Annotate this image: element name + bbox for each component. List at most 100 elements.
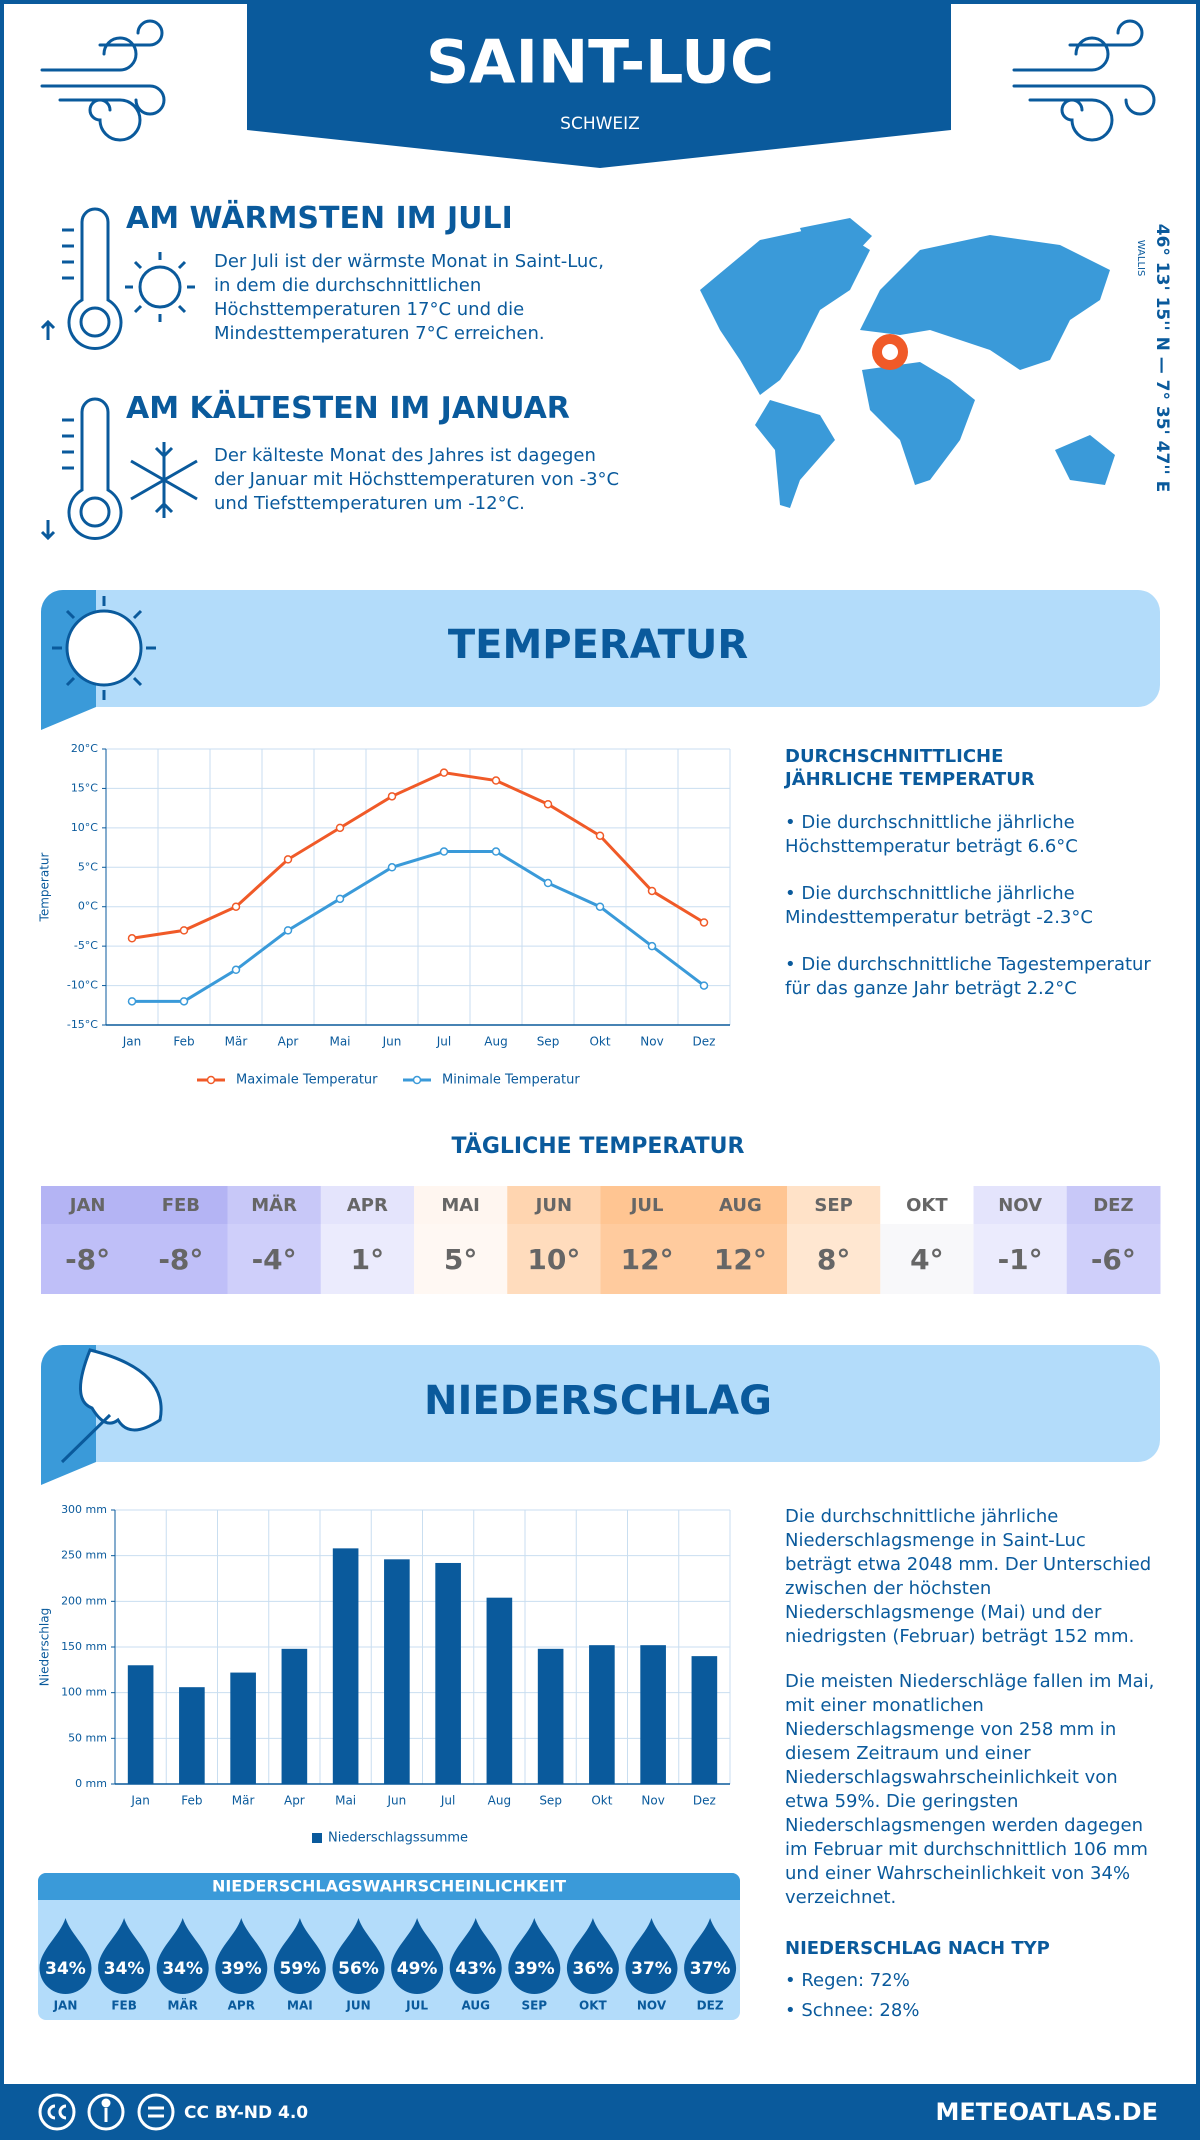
- rain-drop: [39, 1918, 92, 1995]
- bar: [537, 1648, 564, 1784]
- data-point: [231, 965, 241, 975]
- y-tick-label: 150 mm: [61, 1640, 107, 1653]
- value-cell: [1066, 1224, 1161, 1294]
- coordinates: 46° 13' 15'' N — 7° 35' 47'' E: [1152, 224, 1172, 493]
- data-point: [595, 831, 605, 840]
- bar: [589, 1645, 615, 1784]
- section-title: NIEDERSCHLAG: [424, 1378, 772, 1424]
- data-point: [127, 934, 137, 943]
- rain-drop: [332, 1918, 385, 1995]
- probability-month: OKT: [579, 1999, 608, 2013]
- wind-icon: [40, 19, 166, 142]
- daily-value: 12°: [621, 1243, 674, 1276]
- bar: [486, 1597, 513, 1784]
- rain-drop: [98, 1918, 151, 1994]
- warmest-title: AM WÄRMSTEN IM JULI: [126, 201, 513, 236]
- rain-drop: [508, 1918, 561, 1995]
- month-label: OKT: [906, 1195, 948, 1216]
- data-point: [179, 997, 189, 1006]
- probability-month: JAN: [53, 1999, 78, 2013]
- bar: [640, 1645, 666, 1784]
- x-tick-label: Mär: [232, 1794, 255, 1808]
- y-tick-label: 15°C: [71, 781, 98, 794]
- type-title: NIEDERSCHLAG NACH TYP: [785, 1938, 1050, 1959]
- sun-icon: [52, 596, 156, 700]
- rain-drop: [273, 1918, 326, 1995]
- data-point: [439, 847, 449, 856]
- probability-month: JUL: [405, 1999, 428, 2013]
- data-point: [335, 894, 345, 904]
- precipitation-banner: [41, 1345, 1160, 1462]
- probability-month: DEZ: [697, 1999, 724, 2013]
- probability-box: [38, 1873, 740, 2020]
- month-label: MÄR: [251, 1194, 297, 1216]
- month-header-cell: [41, 1186, 135, 1224]
- summary-item: • Die durchschnittliche jährliche Höchst…: [785, 812, 1078, 857]
- bar: [332, 1548, 359, 1784]
- coldest-text: Der kälteste Monat des Jahres ist dagege…: [214, 445, 620, 514]
- probability-month: AUG: [461, 1999, 490, 2013]
- month-header-cell: [1066, 1186, 1161, 1224]
- value-cell: [880, 1224, 974, 1294]
- bar: [281, 1648, 308, 1784]
- month-label: AUG: [719, 1195, 762, 1216]
- x-tick-label: Sep: [539, 1794, 562, 1808]
- rain-drop: [684, 1918, 737, 1995]
- x-tick-label: Okt: [589, 1035, 610, 1049]
- summary-item: • Die durchschnittliche jährliche Mindes…: [785, 883, 1093, 928]
- y-tick-label: 100 mm: [61, 1686, 107, 1699]
- data-point: [179, 926, 189, 935]
- type-item: • Schnee: 28%: [785, 2000, 920, 2021]
- y-tick-label: 0°C: [78, 900, 98, 913]
- rain-drop: [625, 1918, 678, 1995]
- value-cell: [320, 1224, 415, 1294]
- probability-month: JUN: [345, 1999, 370, 2013]
- type-item: • Regen: 72%: [785, 1970, 910, 1991]
- x-tick-label: Mai: [335, 1794, 356, 1808]
- month-label: DEZ: [1093, 1195, 1133, 1216]
- data-point: [387, 792, 397, 801]
- daily-value: 1°: [351, 1243, 384, 1276]
- month-header-cell: [320, 1186, 415, 1224]
- daily-value: 5°: [444, 1243, 477, 1276]
- legend-label: Maximale Temperatur: [236, 1073, 378, 1088]
- month-label: APR: [347, 1195, 388, 1216]
- precipitation-text: Die meisten Niederschläge fallen im Mai,…: [785, 1671, 1155, 1908]
- x-tick-label: Mai: [329, 1035, 350, 1049]
- probability-value: 37%: [631, 1959, 672, 1979]
- month-label: JAN: [68, 1195, 106, 1216]
- warmest-text: Der Juli ist der wärmste Monat in Saint-…: [214, 251, 604, 344]
- data-point: [335, 823, 345, 833]
- bar: [435, 1562, 461, 1784]
- value-cell: [41, 1224, 135, 1294]
- probability-month: NOV: [637, 1999, 667, 2013]
- legend-marker: [206, 1075, 216, 1085]
- daily-value: -6°: [1091, 1243, 1136, 1276]
- probability-value: 34%: [45, 1959, 86, 1979]
- x-tick-label: Jun: [382, 1035, 402, 1049]
- x-tick-label: Feb: [173, 1035, 194, 1049]
- probability-value: 49%: [397, 1959, 438, 1979]
- x-tick-label: Aug: [484, 1035, 507, 1049]
- value-cell: [507, 1224, 601, 1294]
- data-point: [699, 981, 709, 990]
- value-cell: [414, 1224, 508, 1294]
- x-tick-label: Jan: [122, 1035, 142, 1049]
- x-tick-label: Dez: [693, 1035, 716, 1049]
- value-cell: [973, 1224, 1068, 1294]
- y-tick-label: 250 mm: [61, 1549, 107, 1562]
- license: CC BY-ND 4.0: [184, 2103, 308, 2123]
- probability-header: [38, 1873, 740, 1900]
- y-tick-label: 20°C: [71, 742, 98, 755]
- rain-drop: [449, 1918, 502, 1995]
- daily-value: -4°: [252, 1243, 297, 1276]
- license-icons: [38, 2093, 175, 2131]
- data-point: [647, 941, 657, 951]
- bar: [230, 1672, 256, 1784]
- x-tick-label: Nov: [640, 1035, 663, 1049]
- x-tick-label: Apr: [284, 1794, 305, 1808]
- month-label: SEP: [814, 1195, 852, 1216]
- x-tick-label: Apr: [278, 1035, 299, 1049]
- daily-value: 10°: [527, 1243, 580, 1276]
